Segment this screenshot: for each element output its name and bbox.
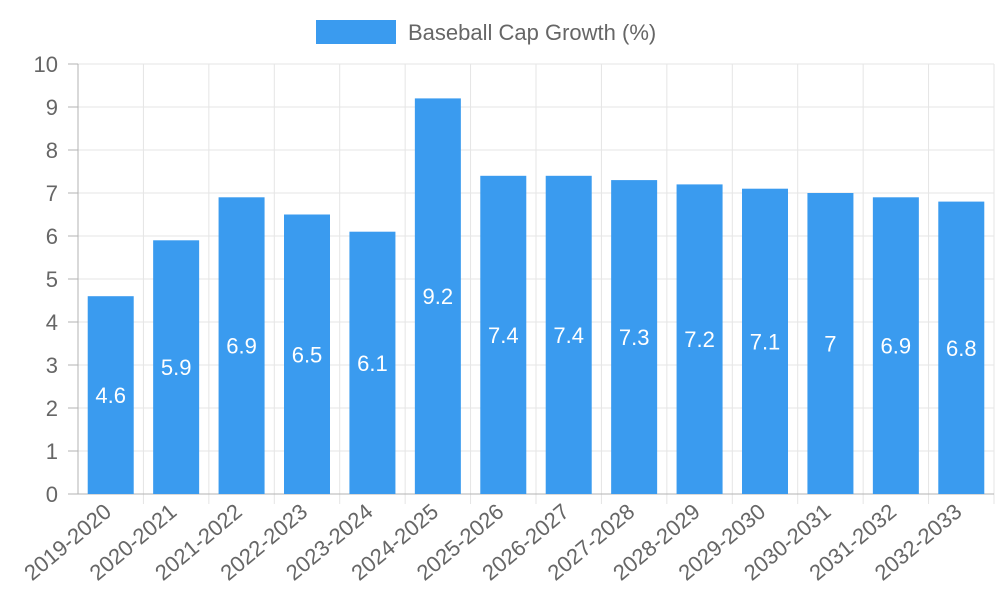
grid-lines bbox=[78, 63, 995, 504]
y-tick-label: 8 bbox=[46, 138, 58, 163]
bar[interactable] bbox=[218, 197, 265, 495]
y-tick-label: 9 bbox=[46, 95, 58, 120]
data-label: 7 bbox=[824, 332, 836, 357]
bar[interactable] bbox=[938, 201, 985, 494]
bars bbox=[87, 98, 985, 495]
legend-swatch bbox=[316, 20, 396, 44]
y-tick-label: 1 bbox=[46, 439, 58, 464]
bar[interactable] bbox=[87, 296, 134, 494]
y-tick-label: 7 bbox=[46, 181, 58, 206]
x-tick-labels: 2019-20202020-20212021-20222022-20232023… bbox=[19, 499, 966, 586]
data-label: 7.4 bbox=[553, 323, 584, 348]
bar[interactable] bbox=[545, 175, 592, 495]
y-tick-label: 3 bbox=[46, 353, 58, 378]
data-label: 6.5 bbox=[292, 342, 323, 367]
y-tick-label: 10 bbox=[34, 52, 58, 77]
bar[interactable] bbox=[742, 188, 788, 494]
y-tick-label: 4 bbox=[46, 310, 58, 335]
data-label: 6.9 bbox=[226, 334, 257, 359]
data-label: 6.9 bbox=[881, 334, 912, 359]
bar[interactable] bbox=[872, 197, 919, 495]
y-tick-label: 5 bbox=[46, 267, 58, 292]
data-label: 4.6 bbox=[95, 383, 126, 408]
data-label: 7.3 bbox=[619, 325, 650, 350]
bar[interactable] bbox=[807, 193, 854, 494]
bar[interactable] bbox=[676, 184, 723, 494]
bar[interactable] bbox=[349, 231, 396, 494]
y-tick-labels: 0 1 2 3 4 5 6 7 8 9 10 bbox=[34, 52, 58, 507]
data-label: 6.1 bbox=[357, 351, 388, 376]
y-tick-label: 0 bbox=[46, 482, 58, 507]
data-label: 9.2 bbox=[423, 284, 454, 309]
bar[interactable] bbox=[284, 214, 330, 495]
bar[interactable] bbox=[414, 98, 461, 495]
y-tick-label: 2 bbox=[46, 396, 58, 421]
data-label: 7.2 bbox=[684, 327, 715, 352]
legend[interactable]: Baseball Cap Growth (%) bbox=[316, 20, 656, 45]
y-tick-label: 6 bbox=[46, 224, 58, 249]
data-labels: 4.6 5.9 6.9 6.5 6.1 9.2 7.4 7.4 7.3 7.2 7.1 7 6.9 6.8 bbox=[95, 284, 976, 408]
data-label: 6.8 bbox=[946, 336, 977, 361]
bar[interactable] bbox=[611, 180, 658, 494]
legend-label: Baseball Cap Growth (%) bbox=[408, 20, 656, 45]
data-label: 7.1 bbox=[750, 329, 781, 354]
bar[interactable] bbox=[480, 175, 527, 495]
data-label: 5.9 bbox=[161, 355, 192, 380]
bar[interactable] bbox=[153, 240, 200, 494]
data-label: 7.4 bbox=[488, 323, 519, 348]
